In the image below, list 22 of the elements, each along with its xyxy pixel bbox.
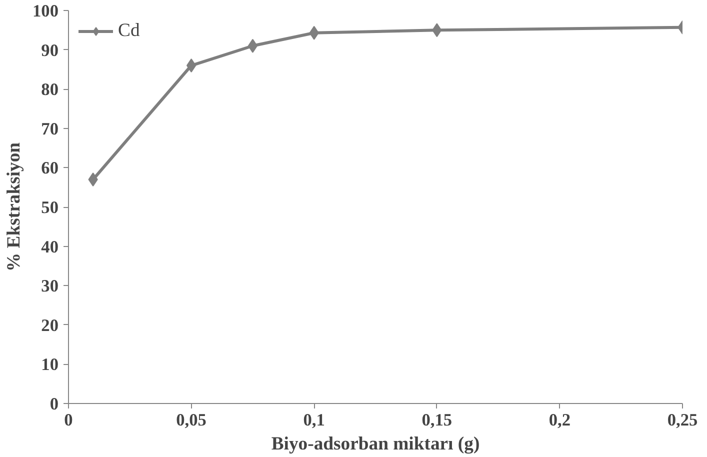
x-axis-title: Biyo-adsorban miktarı (g) — [271, 434, 480, 454]
y-tick-label: 0 — [50, 394, 59, 414]
y-tick-label: 30 — [41, 276, 58, 296]
point — [186, 58, 196, 73]
legend-label: Cd — [118, 20, 140, 42]
y-tick-label: 100 — [32, 2, 59, 20]
x-tick-label: 0 — [64, 410, 73, 430]
y-tick-label: 60 — [41, 158, 58, 178]
y-tick-label: 80 — [41, 80, 58, 100]
x-tick-label: 0,25 — [667, 410, 698, 430]
point — [248, 38, 258, 53]
y-tick-label: 40 — [41, 237, 58, 256]
y-tick-label: 50 — [41, 198, 58, 217]
x-tick-label: 0,2 — [548, 410, 571, 430]
x-tick-label: 0,05 — [176, 410, 207, 430]
y-tick-label: 70 — [41, 119, 58, 138]
y-tick-label: 20 — [41, 316, 58, 335]
y-tick-label: 90 — [41, 40, 58, 60]
y-tick-label: 10 — [41, 355, 58, 374]
x-tick-label: 0,15 — [422, 410, 452, 430]
x-tick-label: 0,1 — [303, 410, 325, 430]
y-axis-title: % Ekstraksiyon — [4, 142, 25, 272]
